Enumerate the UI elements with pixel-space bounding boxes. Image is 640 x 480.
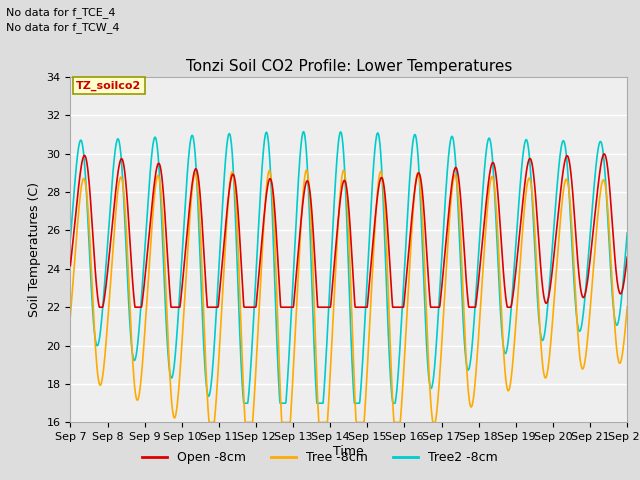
Legend: Open -8cm, Tree -8cm, Tree2 -8cm: Open -8cm, Tree -8cm, Tree2 -8cm — [137, 446, 503, 469]
Tree -8cm — [558, 202, 566, 208]
Line: Open -8cm: Open -8cm — [70, 154, 627, 307]
Open -8cm — [600, 151, 608, 157]
Tree2 -8cm — [67, 236, 74, 242]
Open -8cm — [436, 304, 444, 310]
Open -8cm — [623, 254, 631, 260]
Tree2 -8cm — [190, 142, 198, 147]
Tree2 -8cm — [436, 285, 444, 290]
Text: TZ_soilco2: TZ_soilco2 — [76, 80, 141, 91]
Line: Tree2 -8cm: Tree2 -8cm — [70, 132, 627, 403]
Open -8cm — [508, 297, 516, 303]
Tree2 -8cm — [177, 274, 184, 280]
Line: Tree -8cm: Tree -8cm — [70, 170, 627, 422]
Open -8cm — [557, 181, 565, 187]
Tree2 -8cm — [240, 400, 248, 406]
Tree -8cm — [436, 370, 444, 375]
Tree2 -8cm — [300, 129, 307, 134]
Tree -8cm — [303, 167, 310, 173]
Open -8cm — [253, 294, 260, 300]
Tree -8cm — [67, 313, 74, 319]
Title: Tonzi Soil CO2 Profile: Lower Temperatures: Tonzi Soil CO2 Profile: Lower Temperatur… — [186, 59, 512, 74]
Open -8cm — [67, 263, 74, 268]
Text: No data for f_TCE_4: No data for f_TCE_4 — [6, 7, 116, 18]
Tree2 -8cm — [509, 286, 516, 292]
Tree -8cm — [509, 361, 516, 367]
Open -8cm — [95, 304, 103, 310]
Tree2 -8cm — [253, 254, 260, 260]
Open -8cm — [191, 168, 198, 173]
Text: No data for f_TCW_4: No data for f_TCW_4 — [6, 22, 120, 33]
Tree -8cm — [190, 172, 198, 178]
Tree -8cm — [205, 420, 213, 425]
Tree -8cm — [177, 360, 184, 365]
Tree2 -8cm — [558, 141, 566, 147]
Tree -8cm — [623, 304, 631, 310]
Tree -8cm — [253, 348, 260, 354]
Open -8cm — [177, 294, 185, 300]
Tree2 -8cm — [623, 230, 631, 236]
Y-axis label: Soil Temperatures (C): Soil Temperatures (C) — [28, 182, 41, 317]
X-axis label: Time: Time — [333, 445, 364, 458]
